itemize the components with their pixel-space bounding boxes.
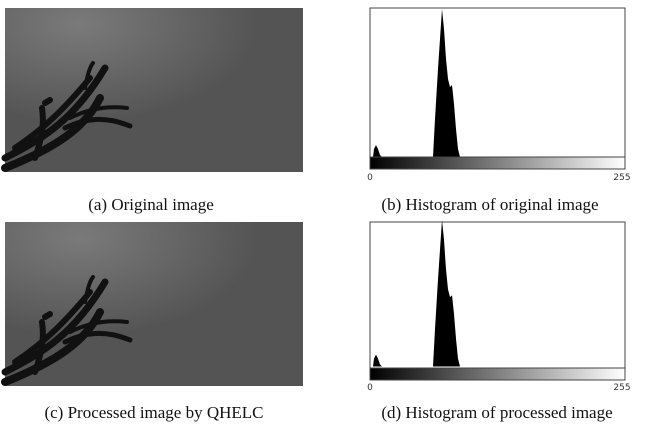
image: [5, 8, 303, 172]
panel-c: (c) Processed image by QHELC: [5, 222, 303, 422]
image: [5, 222, 303, 386]
axis-label: 255: [613, 173, 630, 183]
histogram-frame: [370, 8, 625, 157]
gray-ramp: [370, 368, 625, 380]
caption: (c) Processed image by QHELC: [44, 403, 263, 422]
axis-label: 255: [613, 383, 630, 393]
panel-d: 0 255 (d) Histogram of processed image: [367, 220, 630, 422]
caption: (b) Histogram of original image: [381, 195, 598, 214]
histogram-frame: [370, 222, 625, 368]
axis-label: 0: [367, 173, 373, 183]
gray-ramp: [370, 157, 625, 169]
panel-b: 0 255 (b) Histogram of original image: [367, 8, 630, 214]
caption: (a) Original image: [88, 195, 214, 214]
caption: (d) Histogram of processed image: [381, 403, 612, 422]
figure: (a) Original image 0 255 (b) Histogram o…: [0, 0, 659, 428]
panel-a: (a) Original image: [5, 8, 303, 214]
axis-label: 0: [367, 383, 373, 393]
